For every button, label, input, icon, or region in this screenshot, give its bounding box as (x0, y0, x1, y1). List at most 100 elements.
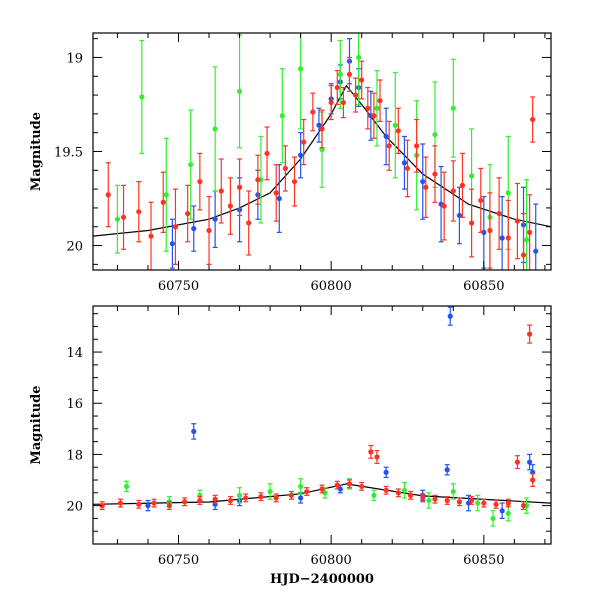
panel-bottom-series-3-point-21 (383, 485, 389, 495)
data-point (527, 459, 533, 465)
data-point (212, 216, 218, 222)
panel-top-x-tick-label: 60750 (158, 279, 199, 294)
panel-bottom-x-tick-label: 60850 (463, 553, 504, 568)
panel-top-series-1-point-1 (169, 218, 175, 269)
data-point (236, 492, 243, 498)
panel-bottom-series-1-point-9 (444, 464, 450, 476)
panel-bottom-series-1-point-1 (145, 499, 151, 512)
data-point (120, 214, 127, 220)
data-point (432, 131, 438, 138)
data-point (450, 188, 456, 194)
panel-top-series-3-point-41 (478, 167, 484, 233)
panel-top-series-3-point-21 (319, 109, 325, 149)
panel-bottom-series-1-point-2 (191, 423, 197, 440)
data-point (243, 495, 249, 501)
panel-top-series-3-point-9 (206, 196, 212, 265)
data-point (182, 499, 188, 505)
panel-bottom-series-3-point-11 (258, 492, 264, 502)
data-point (527, 331, 533, 337)
data-point (456, 499, 462, 505)
data-point (481, 500, 487, 506)
panel-top-series-3-point-29 (371, 92, 377, 139)
data-point (288, 492, 295, 498)
panel-bottom-series-3-point-24 (420, 493, 426, 503)
data-point (346, 481, 353, 487)
data-point (441, 203, 447, 209)
data-point (459, 182, 466, 188)
data-point (404, 165, 411, 172)
panel-bottom-series-1-point-7 (383, 466, 389, 479)
data-point (478, 197, 484, 204)
panel-bottom-series-3-point-7 (197, 496, 203, 505)
data-point (291, 178, 298, 185)
data-point (352, 92, 359, 98)
data-point (246, 220, 252, 226)
panel-bottom-y-tick-label: 14 (66, 346, 83, 361)
panel-top-series-3-point-20 (310, 92, 316, 132)
data-point (499, 235, 505, 241)
panel-bottom-series-2-point-12 (450, 483, 456, 500)
data-point (423, 184, 429, 190)
panel-top-series-1-point-18 (456, 186, 462, 245)
data-point (227, 497, 233, 504)
data-point (374, 105, 380, 111)
panel-top-series-3-point-6 (172, 188, 179, 265)
panel-top-y-tick-label: 20 (66, 240, 83, 255)
panel-bottom-series-2-point-6 (298, 478, 304, 495)
panel-top-series-3-point-35 (423, 156, 429, 218)
panel-top-series-1-point-6 (276, 164, 282, 233)
data-point (99, 503, 105, 509)
panel-top-series-2-point-13 (374, 70, 380, 147)
data-point (279, 113, 285, 119)
data-point (450, 105, 456, 111)
panel-top-y-tick-label: 19 (66, 51, 83, 66)
data-point (105, 192, 111, 198)
data-point (273, 190, 279, 196)
panel-top-series-3 (105, 56, 536, 270)
data-point (469, 173, 475, 179)
data-point (481, 229, 487, 235)
panel-top-series-3-point-22 (328, 85, 334, 121)
data-point (383, 469, 389, 475)
data-point (469, 220, 475, 226)
data-point (310, 109, 316, 115)
data-point (432, 171, 438, 177)
panel-bottom-y-tick-label: 20 (66, 500, 83, 515)
panel-bottom-frame (92, 305, 552, 545)
data-point (420, 178, 426, 185)
panel-bottom-series-3-point-4 (151, 498, 157, 508)
panel-bottom-series-3-point-6 (182, 497, 188, 507)
data-point (401, 487, 408, 493)
data-point (316, 122, 322, 128)
panel-top-series-3-point-25 (346, 56, 353, 92)
panel-bottom: 60750 60800 60850 14 16 18 20 Magnitude HJD−2400… (29, 305, 552, 587)
panel-top-series-3-point-14 (255, 154, 261, 205)
data-point (160, 199, 166, 205)
panel-top-series-3-point-19 (301, 118, 307, 166)
data-point (499, 508, 505, 514)
data-point (386, 143, 392, 149)
data-point (530, 477, 536, 483)
data-point (264, 150, 270, 156)
data-point (191, 428, 197, 434)
panel-bottom-series-3-point-10 (243, 493, 249, 503)
panel-bottom-series-3-point-2 (117, 498, 124, 508)
data-point (166, 503, 172, 509)
data-point (212, 126, 218, 132)
data-point (151, 500, 157, 506)
panel-bottom-series-3-point-33 (520, 501, 527, 511)
data-point (334, 84, 340, 91)
data-point (298, 152, 304, 158)
data-point (298, 483, 304, 490)
panel-top-series-3-point-48 (530, 96, 536, 143)
data-point (117, 500, 124, 506)
panel-bottom-series-3-point-31 (505, 498, 511, 508)
data-point (356, 54, 362, 61)
data-point (359, 77, 365, 83)
data-point (514, 459, 521, 465)
panel-bottom-series-1-point-13 (527, 453, 533, 471)
data-point (432, 496, 438, 502)
data-point (505, 235, 511, 241)
data-point (346, 71, 353, 77)
panel-top-y-axis-title: Magnitude (29, 112, 44, 191)
